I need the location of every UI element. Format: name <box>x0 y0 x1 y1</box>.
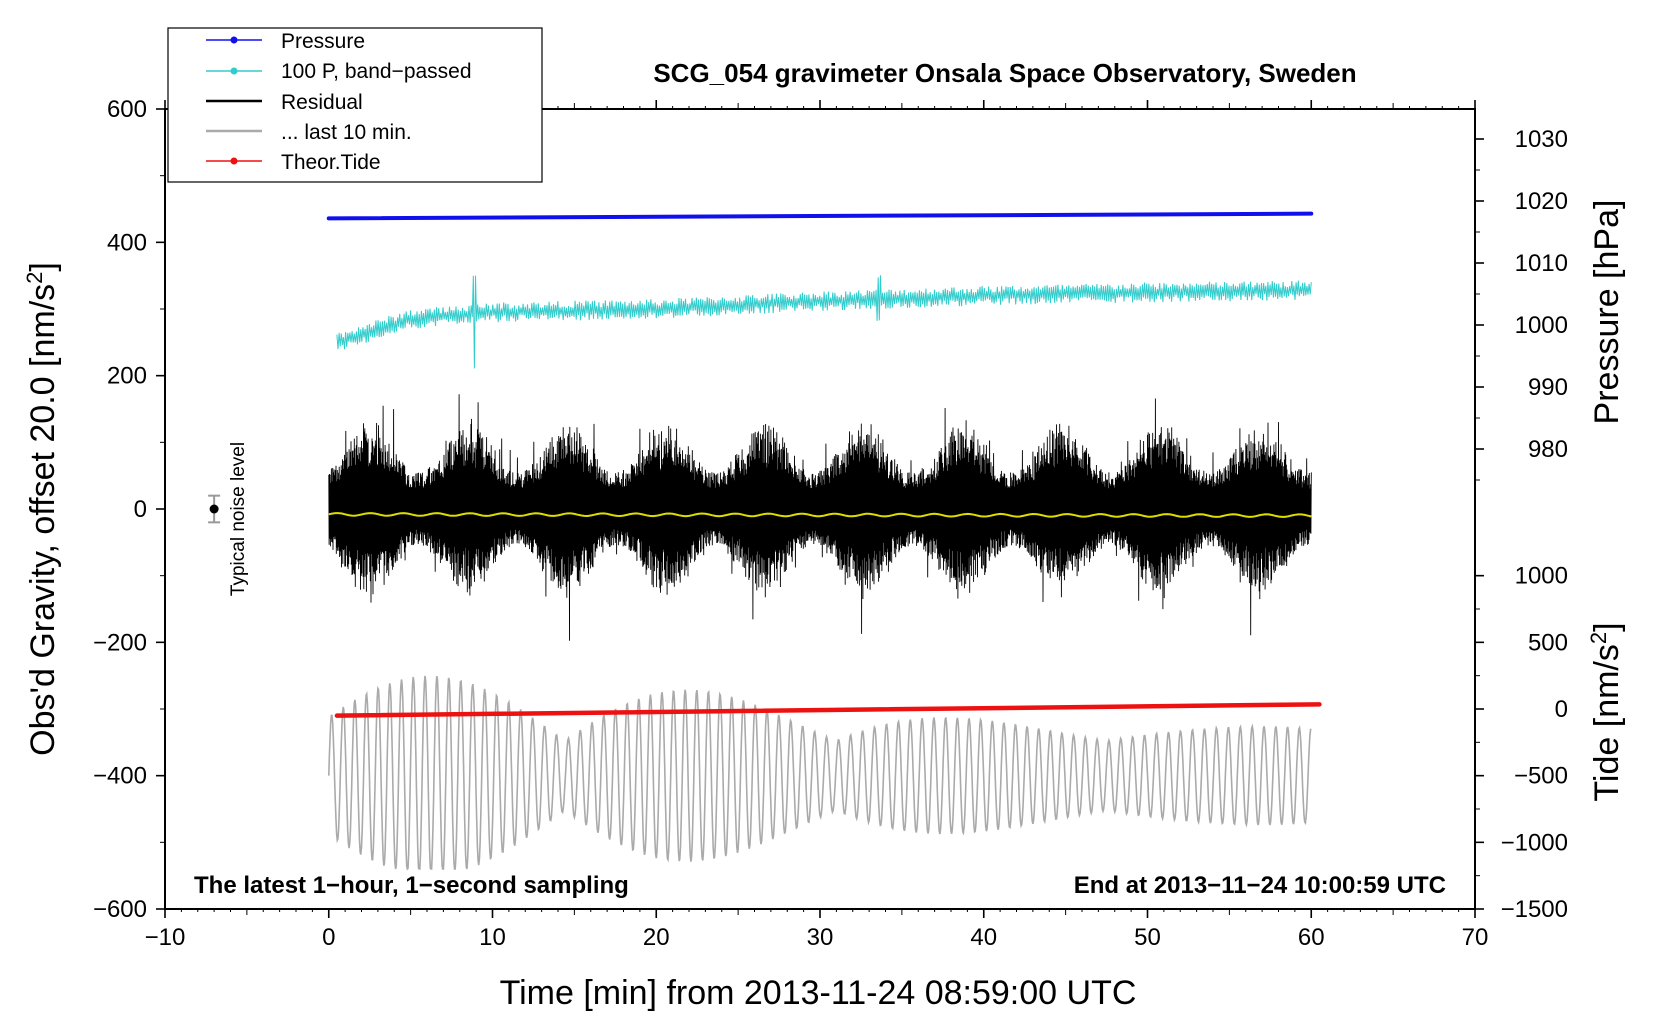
x-tick-label: 30 <box>807 924 834 951</box>
x-tick-label: 0 <box>322 924 335 951</box>
noise-point <box>209 504 219 514</box>
series-pressure-bandpassed <box>336 275 1312 369</box>
pressure-tick-label: 1020 <box>1515 188 1568 215</box>
legend-marker-bandpassed <box>230 67 238 75</box>
y-tick-label: −200 <box>93 629 147 656</box>
x-tick-label: 40 <box>970 924 997 951</box>
tide-tick-label: −500 <box>1514 763 1568 790</box>
tide-tick-label: 0 <box>1555 696 1568 723</box>
x-tick-label: 20 <box>643 924 670 951</box>
legend-label-residual: Residual <box>281 91 363 114</box>
x-tick-label: 50 <box>1134 924 1161 951</box>
legend-marker-pressure <box>230 36 238 44</box>
series-residual <box>328 394 1312 641</box>
sampling-note: The latest 1−hour, 1−second sampling <box>194 872 629 899</box>
x-axis-title: Time [min] from 2013-11-24 08:59:00 UTC <box>500 974 1137 1012</box>
y-tick-label: 400 <box>107 229 147 256</box>
legend-marker-theor-tide <box>230 157 238 165</box>
pressure-tick-label: 1010 <box>1515 250 1568 277</box>
y-axis-title-pressure: Pressure [hPa] <box>1588 200 1626 425</box>
end-time-note: End at 2013−11−24 10:00:59 UTC <box>1074 872 1446 899</box>
y-tick-label: 600 <box>107 96 147 123</box>
series-residual-smoothed <box>328 512 1312 518</box>
legend-box <box>167 27 543 183</box>
legend-label-theor-tide: Theor.Tide <box>281 151 381 174</box>
plot-frame <box>164 108 1476 910</box>
pressure-tick-label: 1000 <box>1515 312 1568 339</box>
legend-label-last-10-min: ... last 10 min. <box>281 121 412 144</box>
x-tick-label: 10 <box>479 924 506 951</box>
y-tick-label: −400 <box>93 763 147 790</box>
pressure-tick-label: 980 <box>1528 436 1568 463</box>
series-theor-tide <box>334 702 1322 718</box>
legend-label-pressure: Pressure <box>281 30 365 53</box>
pressure-tick-label: 990 <box>1528 374 1568 401</box>
legend-label-bandpassed: 100 P, band−passed <box>281 60 472 83</box>
tide-tick-label: −1000 <box>1501 829 1568 856</box>
tide-tick-label: 1000 <box>1515 563 1568 590</box>
y-tick-label: 0 <box>134 496 147 523</box>
y-axis-title-gravity: Obs'd Gravity, offset 20.0 [nm/s2] <box>22 262 63 756</box>
x-tick-label: −10 <box>145 924 186 951</box>
pressure-tick-label: 1030 <box>1515 126 1568 153</box>
x-tick-label: 70 <box>1462 924 1489 951</box>
chart-title: SCG_054 gravimeter Onsala Space Observat… <box>653 58 1356 88</box>
tide-tick-label: −1500 <box>1501 896 1568 923</box>
series-last-10-min <box>328 675 1312 871</box>
legend: Pressure 100 P, band−passed Residual ...… <box>167 27 543 183</box>
y-tick-label: −600 <box>93 896 147 923</box>
x-tick-label: 60 <box>1298 924 1325 951</box>
tide-tick-label: 500 <box>1528 629 1568 656</box>
noise-level-indicator: Typical noise level <box>208 442 249 596</box>
series-pressure <box>326 211 1314 221</box>
noise-level-label: Typical noise level <box>228 442 249 596</box>
y-axis-title-tide: Tide [nm/s2] <box>1586 622 1627 801</box>
series-layer <box>326 211 1322 871</box>
y-tick-label: 200 <box>107 363 147 390</box>
